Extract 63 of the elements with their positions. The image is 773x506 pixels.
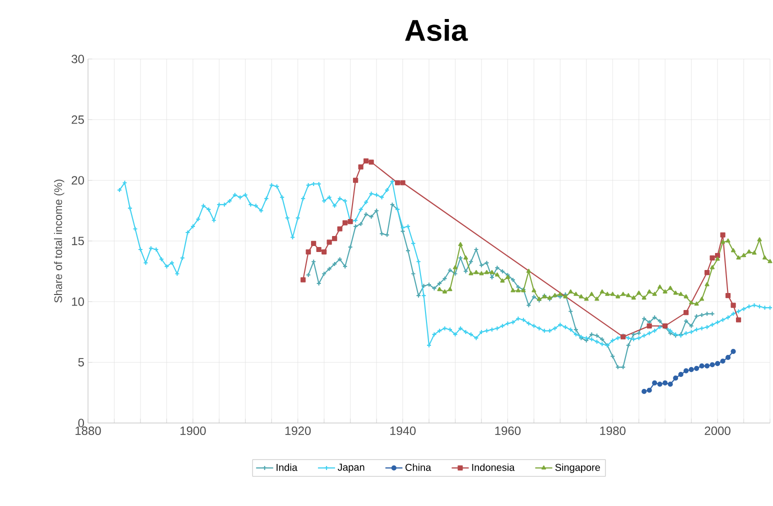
- y-tick-label: 15: [72, 236, 84, 246]
- point: [364, 158, 369, 164]
- point: [730, 302, 736, 308]
- chart-title: Asia: [405, 18, 468, 42]
- x-tick-label: 1940: [390, 426, 416, 436]
- point: [673, 376, 678, 381]
- point: [710, 255, 715, 261]
- point: [642, 388, 647, 394]
- point: [699, 363, 704, 369]
- legend-label: Japan: [338, 464, 364, 473]
- point: [332, 236, 338, 242]
- point: [316, 246, 322, 252]
- point: [704, 363, 710, 369]
- point: [394, 180, 400, 186]
- legend-label: India: [276, 464, 298, 471]
- point: [668, 382, 673, 387]
- legend-label: Singapore: [555, 464, 600, 473]
- y-tick-label: 30: [72, 54, 84, 64]
- point: [725, 354, 731, 360]
- point: [646, 388, 652, 393]
- point: [710, 362, 715, 368]
- point: [678, 372, 684, 378]
- point: [688, 367, 694, 372]
- point: [306, 249, 311, 254]
- x-tick-label: 1980: [600, 426, 626, 436]
- point: [322, 249, 327, 254]
- point: [652, 380, 658, 386]
- point: [714, 360, 720, 366]
- legend-label: Indonesia: [472, 464, 515, 471]
- point: [662, 380, 668, 386]
- point: [694, 366, 700, 371]
- y-tick-label: 20: [72, 176, 84, 185]
- point: [326, 240, 332, 245]
- point: [311, 240, 316, 246]
- point: [342, 220, 348, 226]
- point: [720, 232, 726, 238]
- point: [657, 382, 662, 387]
- legend-label: China: [406, 464, 432, 471]
- y-tick-label: 0: [78, 418, 84, 428]
- x-tick-label: 1960: [495, 426, 521, 436]
- point: [714, 253, 720, 258]
- point: [646, 323, 652, 328]
- point: [300, 277, 306, 282]
- point: [704, 270, 710, 276]
- y-tick-label: 25: [72, 115, 84, 124]
- point: [353, 178, 358, 183]
- x-tick-label: 1880: [76, 426, 101, 436]
- y-tick-label: 5: [78, 358, 84, 367]
- point: [730, 348, 736, 354]
- point: [337, 226, 342, 232]
- point: [725, 293, 731, 298]
- y-tick-label: 10: [72, 297, 84, 306]
- x-tick-label: 2000: [704, 426, 730, 436]
- y-axis-title: Share of total income (%): [54, 180, 64, 303]
- point: [684, 368, 689, 374]
- point: [720, 358, 726, 364]
- point: [736, 317, 742, 322]
- point: [400, 180, 406, 186]
- x-tick-label: 1920: [285, 426, 311, 436]
- point: [358, 164, 364, 170]
- point: [368, 160, 374, 165]
- point: [684, 310, 689, 316]
- x-tick-label: 1900: [180, 426, 206, 436]
